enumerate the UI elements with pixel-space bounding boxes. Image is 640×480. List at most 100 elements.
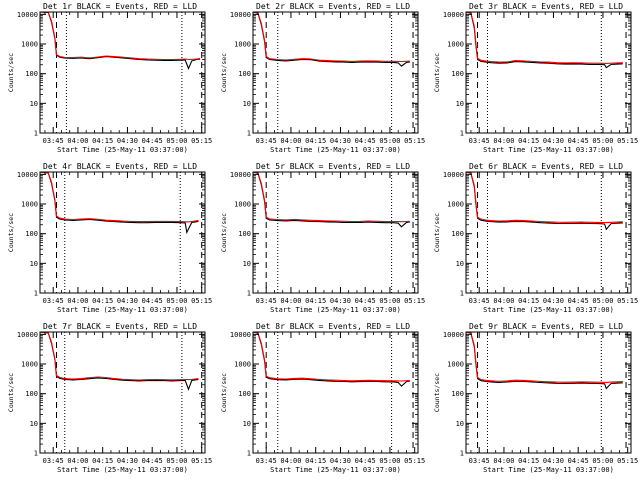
y-tick-label: 10000 xyxy=(443,11,464,19)
x-tick-label: 04:45 xyxy=(568,137,589,145)
x-tick-label: 04:00 xyxy=(67,297,88,305)
panel-7: Det 7r BLACK = Events, RED = LLD 1 10 100 10… xyxy=(7,322,212,474)
x-tick-label: 05:00 xyxy=(379,457,400,465)
x-tick-label: 04:15 xyxy=(305,297,326,305)
x-tick-label: 04:00 xyxy=(67,457,88,465)
x-axis-label: Start Time (25-May-11 03:37:00) xyxy=(57,466,188,474)
lld-series-line xyxy=(39,331,199,381)
y-tick-label: 10 xyxy=(243,100,251,108)
panel-4: Det 4r BLACK = Events, RED = LLD 1 10 100 10… xyxy=(7,162,212,314)
y-tick-label: 10000 xyxy=(17,171,38,179)
y-tick-label: 1 xyxy=(34,290,38,298)
y-tick-label: 100 xyxy=(238,70,251,78)
x-tick-label: 04:00 xyxy=(493,297,514,305)
y-tick-label: 1 xyxy=(247,450,251,458)
panel-title: Det 6r BLACK = Events, RED = LLD xyxy=(469,162,623,171)
y-axis-label: Counts/sec xyxy=(7,53,15,92)
y-axis-label: Counts/sec xyxy=(7,213,15,252)
y-axis-label: Counts/sec xyxy=(433,53,441,92)
x-tick-label: 05:00 xyxy=(592,297,613,305)
x-tick-label: 03:45 xyxy=(469,297,490,305)
x-axis-label: Start Time (25-May-11 03:37:00) xyxy=(57,146,188,154)
x-tick-label: 04:30 xyxy=(117,457,138,465)
x-axis-label: Start Time (25-May-11 03:37:00) xyxy=(483,306,614,314)
y-tick-label: 100 xyxy=(25,70,38,78)
x-tick-label: 04:30 xyxy=(330,297,351,305)
y-tick-label: 10000 xyxy=(443,331,464,339)
x-tick-label: 05:15 xyxy=(404,137,425,145)
plot-frame xyxy=(465,331,632,454)
y-tick-label: 1 xyxy=(247,290,251,298)
x-tick-label: 05:15 xyxy=(191,137,212,145)
x-tick-label: 05:00 xyxy=(592,137,613,145)
y-tick-label: 1 xyxy=(247,130,251,138)
y-tick-label: 1000 xyxy=(234,41,251,49)
x-tick-label: 05:00 xyxy=(379,297,400,305)
lld-series-line xyxy=(39,171,199,223)
x-tick-label: 04:45 xyxy=(568,457,589,465)
lld-series-line xyxy=(252,331,410,382)
y-tick-label: 10 xyxy=(243,260,251,268)
y-tick-label: 10 xyxy=(30,260,38,268)
x-tick-label: 04:30 xyxy=(543,457,564,465)
lld-series-line xyxy=(252,171,410,223)
y-tick-label: 100 xyxy=(25,230,38,238)
x-tick-label: 05:15 xyxy=(617,457,638,465)
x-tick-label: 04:45 xyxy=(568,297,589,305)
panel-3: Det 3r BLACK = Events, RED = LLD 1 10 100 10… xyxy=(433,2,638,154)
y-axis-label: Counts/sec xyxy=(7,373,15,412)
plot-frame xyxy=(39,171,206,294)
panel-2: Det 2r BLACK = Events, RED = LLD 1 10 100 10… xyxy=(220,2,425,154)
y-tick-label: 1000 xyxy=(234,361,251,369)
y-tick-label: 1000 xyxy=(21,201,38,209)
x-axis-label: Start Time (25-May-11 03:37:00) xyxy=(483,146,614,154)
x-tick-label: 03:45 xyxy=(256,297,277,305)
x-tick-label: 03:45 xyxy=(256,457,277,465)
x-axis-label: Start Time (25-May-11 03:37:00) xyxy=(270,466,401,474)
x-tick-label: 04:15 xyxy=(518,137,539,145)
x-tick-label: 04:00 xyxy=(280,457,301,465)
x-tick-label: 03:45 xyxy=(256,137,277,145)
events-series-line xyxy=(252,331,410,387)
y-tick-label: 10000 xyxy=(443,171,464,179)
events-series-line xyxy=(252,11,410,67)
y-tick-label: 10 xyxy=(456,260,464,268)
x-tick-label: 04:15 xyxy=(518,297,539,305)
x-tick-label: 05:00 xyxy=(166,297,187,305)
x-axis-label: Start Time (25-May-11 03:37:00) xyxy=(483,466,614,474)
x-tick-label: 04:15 xyxy=(92,297,113,305)
y-tick-label: 10000 xyxy=(230,171,251,179)
x-tick-label: 05:00 xyxy=(592,457,613,465)
panel-title: Det 4r BLACK = Events, RED = LLD xyxy=(43,162,197,171)
y-tick-label: 10 xyxy=(456,100,464,108)
y-tick-label: 10 xyxy=(30,420,38,428)
x-tick-label: 04:00 xyxy=(280,137,301,145)
events-series-line xyxy=(39,11,201,70)
x-axis-label: Start Time (25-May-11 03:37:00) xyxy=(270,146,401,154)
x-tick-label: 04:30 xyxy=(543,137,564,145)
x-tick-label: 04:30 xyxy=(543,297,564,305)
x-tick-label: 05:15 xyxy=(191,297,212,305)
x-tick-label: 03:45 xyxy=(43,297,64,305)
y-tick-label: 100 xyxy=(451,390,464,398)
x-tick-label: 04:45 xyxy=(142,137,163,145)
x-tick-label: 04:45 xyxy=(355,457,376,465)
plot-frame xyxy=(465,11,632,134)
plot-frame xyxy=(39,331,206,454)
x-axis-label: Start Time (25-May-11 03:37:00) xyxy=(57,306,188,314)
plot-frame xyxy=(252,11,419,134)
events-series-line xyxy=(39,331,199,391)
y-tick-label: 10 xyxy=(243,420,251,428)
plot-frame xyxy=(465,171,632,294)
x-tick-label: 04:30 xyxy=(330,457,351,465)
x-tick-label: 03:45 xyxy=(43,457,64,465)
y-tick-label: 100 xyxy=(451,70,464,78)
panel-1: Det 1r BLACK = Events, RED = LLD 1 10 100 10… xyxy=(7,2,212,154)
x-tick-label: 05:15 xyxy=(617,137,638,145)
y-axis-label: Counts/sec xyxy=(433,373,441,412)
x-tick-label: 04:45 xyxy=(355,137,376,145)
panel-title: Det 3r BLACK = Events, RED = LLD xyxy=(469,2,623,11)
y-tick-label: 10000 xyxy=(230,11,251,19)
panel-title: Det 8r BLACK = Events, RED = LLD xyxy=(256,322,410,331)
